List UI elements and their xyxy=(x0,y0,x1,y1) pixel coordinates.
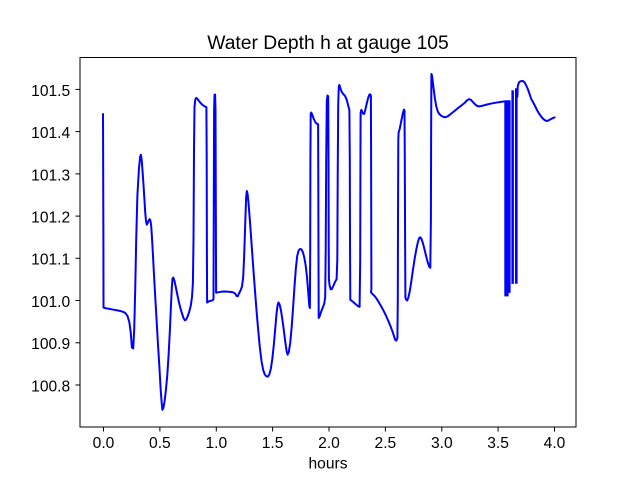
svg-text:101.3: 101.3 xyxy=(31,167,70,184)
svg-text:Water Depth h at gauge 105: Water Depth h at gauge 105 xyxy=(207,33,449,54)
svg-text:101.5: 101.5 xyxy=(31,83,70,100)
svg-text:101.0: 101.0 xyxy=(31,294,70,311)
svg-text:101.1: 101.1 xyxy=(31,252,70,269)
svg-text:0.0: 0.0 xyxy=(93,435,115,452)
svg-text:101.4: 101.4 xyxy=(31,125,70,142)
svg-text:3.0: 3.0 xyxy=(431,435,453,452)
svg-text:1.0: 1.0 xyxy=(205,435,227,452)
svg-text:3.5: 3.5 xyxy=(487,435,509,452)
svg-text:hours: hours xyxy=(308,455,347,472)
svg-text:2.0: 2.0 xyxy=(318,435,340,452)
svg-text:0.5: 0.5 xyxy=(149,435,171,452)
svg-text:2.5: 2.5 xyxy=(375,435,397,452)
svg-text:1.5: 1.5 xyxy=(262,435,284,452)
svg-text:101.2: 101.2 xyxy=(31,210,70,227)
svg-text:4.0: 4.0 xyxy=(544,435,566,452)
svg-text:100.9: 100.9 xyxy=(31,336,70,353)
svg-text:100.8: 100.8 xyxy=(31,378,70,395)
